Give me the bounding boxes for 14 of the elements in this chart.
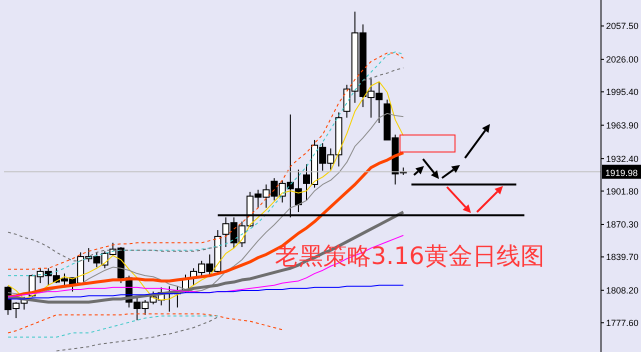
- y-tick-label: 1963.90: [606, 120, 639, 130]
- y-tick-label: 1777.60: [606, 318, 639, 328]
- y-tick-label: 1808.20: [606, 285, 639, 296]
- y-tick-label: 2057.50: [606, 21, 639, 32]
- y-tick-label: 1932.40: [606, 154, 639, 164]
- y-tick-label: 1839.70: [606, 252, 639, 262]
- line-series: [8, 313, 283, 334]
- ref-line-label: 1919.98: [605, 168, 638, 178]
- y-tick-label: 2026.00: [606, 54, 639, 65]
- y-tick-label: 1870.30: [606, 220, 639, 230]
- y-tick-label: 1901.80: [606, 186, 639, 196]
- line-series: [8, 315, 218, 338]
- line-series: [56, 316, 218, 352]
- y-tick-label: 1995.40: [606, 87, 639, 98]
